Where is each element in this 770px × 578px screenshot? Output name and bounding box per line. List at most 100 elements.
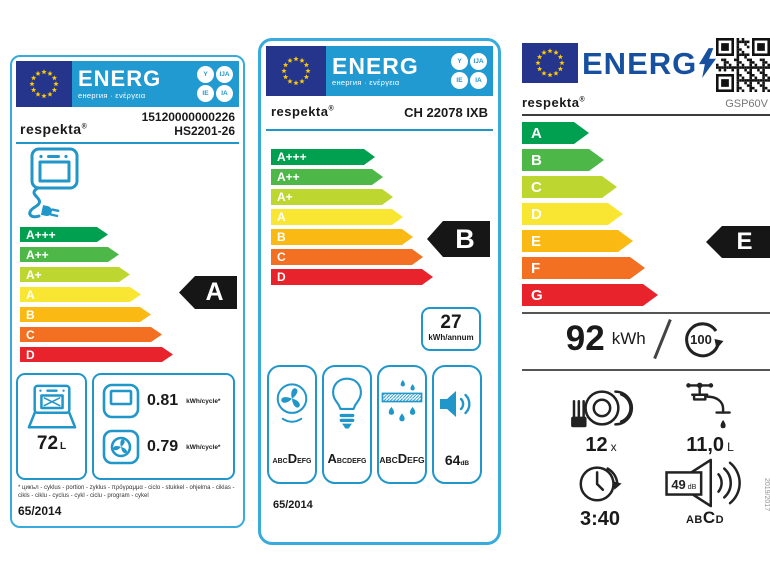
eu-stars (29, 69, 59, 99)
regulation-number: 65/2014 (18, 504, 62, 518)
fan-energy-unit: kWh/cycle* (186, 443, 221, 451)
annual-energy-value: 27 (440, 312, 462, 333)
cycles-count: 100 (690, 332, 712, 347)
light-bulb-icon (332, 377, 362, 429)
energy-class-scale: A+++ A++ A+ A B C D (271, 149, 433, 285)
class-arrow-d: D (522, 203, 623, 225)
divider (16, 142, 239, 144)
qr-code (716, 38, 770, 92)
conventional-energy-unit: kWh/cycle* (186, 397, 221, 405)
energ-subtitle: енергия · ενέργεια (78, 90, 146, 100)
noise-box: 64dB (432, 365, 482, 484)
model-name: GSP60V (725, 98, 768, 110)
class-arrow-e: E (522, 230, 633, 252)
grease-filter-icon (381, 380, 423, 422)
eu-stars (281, 56, 311, 86)
energ-header-band: ENERG енергия · ενέργεια Y IJA IE IA (266, 46, 493, 96)
energy-unit: kWh (611, 329, 646, 348)
class-arrow-b: B (20, 307, 151, 322)
regulation-number: 65/2014 (273, 499, 313, 511)
place-settings-value: 12 x (585, 434, 617, 456)
lightning-bolt-icon (699, 48, 717, 78)
energ-language-circles: Y IJA IE IA (197, 66, 234, 102)
noise-unit: dB (688, 482, 697, 491)
oven-energy-label: ENERG енергия · ενέργεια Y IJA IE IA 151… (10, 55, 245, 528)
eu-flag-icon (16, 61, 72, 107)
fan-heating-row: 0.79 kWh/cycle* (101, 427, 220, 467)
cycle-footnote: * цикъл - cyklus - portion - zyklus - πρ… (18, 485, 235, 499)
faucet-icon (686, 382, 731, 429)
noise-class-scale: ABCD (685, 508, 725, 527)
eu-flag-icon (522, 43, 578, 83)
eu-stars (535, 48, 565, 78)
fan-energy-value: 0.79 (147, 438, 179, 455)
grease-filter-box: ABCDEFG (377, 365, 427, 484)
fan-class-scale: ABCDEFG (272, 451, 312, 466)
volume-value: 72 L (36, 433, 67, 454)
registered-mark: ® (579, 96, 586, 104)
energy-value: 92 (565, 319, 605, 358)
model-name: CH 22078 IXB (404, 105, 488, 120)
class-arrow-a2plus: A++ (20, 247, 119, 262)
energy-per-cycle-box: 0.81 kWh/cycle* 0.79 kWh/cycle* (92, 373, 235, 480)
noise-value: 49 (671, 477, 685, 492)
divider (266, 129, 493, 131)
brand: respekta® (20, 121, 88, 137)
lang-circle: IJA (470, 53, 487, 70)
place-settings-icon (571, 390, 634, 428)
class-arrow-a3plus: A+++ (20, 227, 108, 242)
class-arrow-c: C (271, 249, 423, 265)
oven-open-door-icon (27, 384, 76, 429)
energy-class-scale: A B C D E F G (522, 122, 658, 306)
class-arrow-f: F (522, 257, 645, 279)
energ-subtitle: енергия · ενέργεια (332, 78, 400, 88)
grease-class-scale: ABCDEFG (379, 451, 425, 466)
brand: respekta® (271, 104, 335, 119)
conventional-energy-value: 0.81 (147, 392, 179, 409)
class-arrow-d: D (271, 269, 433, 285)
water-value: 11,0 L (686, 434, 734, 456)
lang-circle: Y (197, 66, 214, 83)
class-arrow-b: B (271, 229, 413, 245)
class-arrow-a: A (522, 122, 589, 144)
noise-value: 64dB (444, 452, 470, 468)
model-number: 15120000000226 (141, 110, 235, 124)
lang-circle: IA (216, 85, 233, 102)
oven-plug-icon (28, 147, 79, 219)
fan-efficiency-box: ABCDEFG (267, 365, 317, 484)
class-arrow-c: C (522, 176, 617, 198)
class-arrow-aplus: A+ (20, 267, 130, 282)
class-arrow-a2plus: A++ (271, 169, 383, 185)
registered-mark: ® (328, 105, 335, 113)
per-slash (652, 319, 671, 359)
divider (522, 312, 770, 314)
noise-speaker-icon: 49 dB (665, 458, 741, 508)
fan-oven-icon (102, 429, 140, 465)
lang-circle: Y (451, 53, 468, 70)
speaker-icon (440, 391, 471, 417)
brand: respekta® (522, 95, 586, 110)
class-arrow-a3plus: A+++ (271, 149, 375, 165)
water-consumption-cell: 11,0 L (660, 378, 760, 457)
noise-cell: 49 dB ABCD (650, 458, 760, 528)
lang-circle: IE (197, 85, 214, 102)
class-arrow-aplus: A+ (271, 189, 393, 205)
lighting-class-scale: ABCDEFG (327, 451, 367, 466)
hood-energy-label: ENERG енергия · ενέργεια Y IJA IE IA res… (258, 38, 501, 545)
conventional-oven-icon (102, 383, 140, 419)
lang-circle: IJA (216, 66, 233, 83)
divider (522, 369, 770, 371)
regulation-number: 2019/2017 (763, 478, 770, 512)
place-settings-cell: 12 x (542, 380, 660, 457)
energ-title-row: ENERG (582, 46, 717, 81)
rating-tag: A (179, 276, 237, 309)
program-duration-clock-icon (579, 466, 622, 502)
registered-mark: ® (81, 123, 88, 131)
model-name: HS2201-26 (174, 124, 235, 138)
class-arrow-c: C (20, 327, 162, 342)
energy-consumption-row: 92 kWh 100 (520, 316, 770, 362)
volume-box: 72 L (16, 373, 87, 480)
lang-circle: IA (470, 72, 487, 89)
energ-title: ENERG (582, 46, 698, 81)
lang-circle: IE (451, 72, 468, 89)
